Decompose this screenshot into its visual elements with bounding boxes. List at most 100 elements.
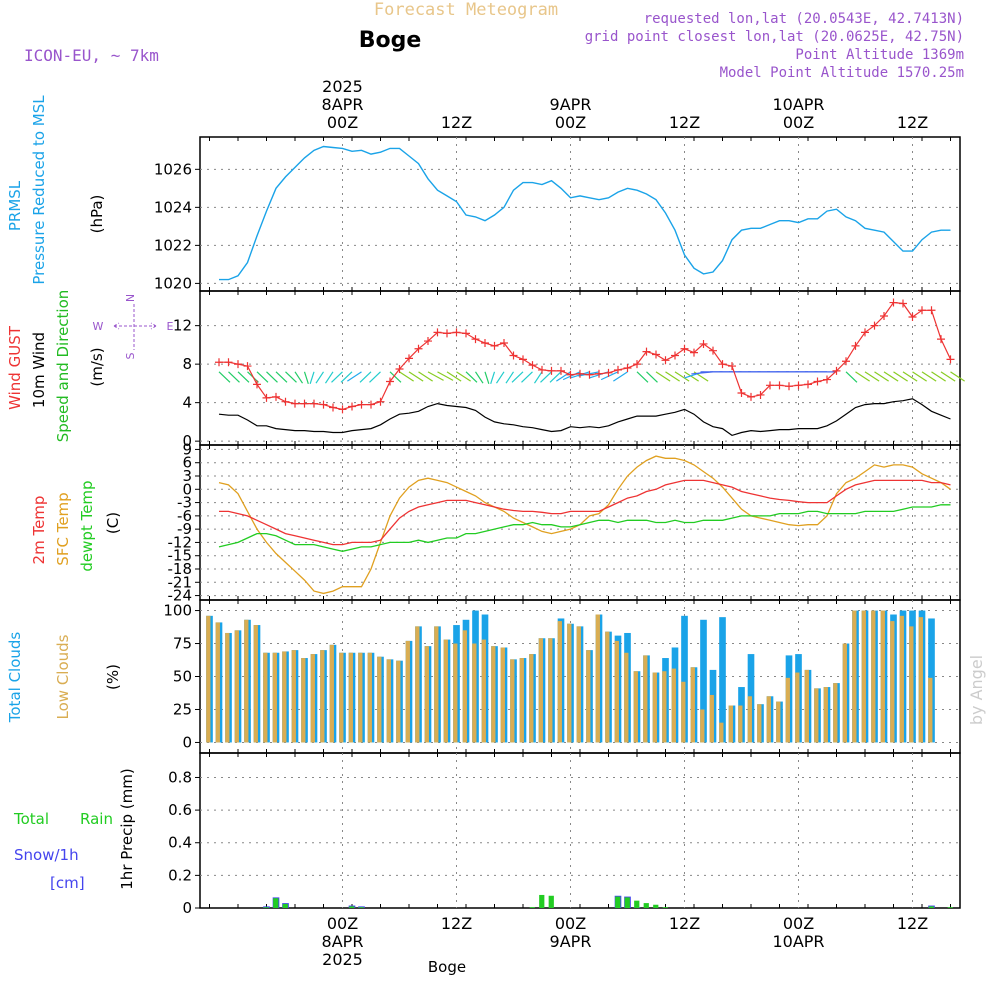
rain-bar bbox=[653, 904, 659, 908]
low-clouds-bar bbox=[519, 658, 524, 743]
low-clouds-bar bbox=[785, 677, 790, 743]
gust-line bbox=[219, 301, 952, 411]
low-clouds-bar bbox=[823, 687, 828, 743]
low-clouds-bar bbox=[548, 638, 553, 743]
panel-clouds: 0 25 50 75 100 bbox=[163, 599, 961, 754]
bottom-time-label: 8APR bbox=[322, 932, 364, 951]
temp-unit: (C) bbox=[104, 512, 122, 534]
header: Forecast Meteogram Boge ICON-EU, ~ 7km r… bbox=[24, 0, 964, 81]
low-clouds-bar bbox=[386, 659, 391, 743]
wind-ytick-label: 12 bbox=[173, 317, 192, 335]
gust-marker bbox=[804, 380, 812, 389]
direction-label: Speed and Direction bbox=[54, 290, 72, 443]
low-clouds-bar bbox=[842, 643, 847, 743]
low-clouds-bar bbox=[263, 652, 268, 743]
low-clouds-bar bbox=[538, 638, 543, 743]
wind-direction-arrow bbox=[275, 371, 288, 383]
precip-ytick-label: 0.2 bbox=[168, 866, 192, 884]
low-clouds-bar bbox=[614, 640, 619, 743]
low-clouds-bar bbox=[320, 650, 325, 743]
gust-marker bbox=[832, 366, 841, 375]
low-clouds-bar bbox=[367, 652, 372, 743]
precip-frame bbox=[199, 752, 961, 909]
gust-marker bbox=[718, 360, 727, 369]
clouds-ytick-label: 0 bbox=[182, 733, 192, 751]
wind-speed-line bbox=[218, 398, 951, 437]
low-clouds-bar bbox=[491, 646, 496, 743]
wind-direction-arrow bbox=[931, 371, 946, 382]
gust-marker bbox=[471, 335, 480, 344]
gust-marker bbox=[348, 402, 356, 411]
model-name: ICON-EU, ~ 7km bbox=[24, 46, 159, 65]
wind-direction-arrow bbox=[562, 371, 581, 381]
gust-marker bbox=[576, 369, 584, 378]
gust-marker bbox=[927, 306, 936, 315]
low-clouds-bar bbox=[576, 626, 581, 743]
clouds-ytick-label: 50 bbox=[173, 668, 192, 686]
dewpt-temp-line bbox=[218, 504, 951, 552]
precip-ytick-label: 0.8 bbox=[168, 768, 192, 786]
wind-direction-arrow bbox=[578, 371, 600, 377]
wind-direction-arrow bbox=[237, 371, 250, 383]
wind-direction-arrow bbox=[324, 371, 334, 384]
wind-direction-arrow bbox=[505, 371, 515, 384]
gust-marker bbox=[699, 339, 708, 348]
gust-marker bbox=[880, 312, 888, 321]
requested-coords: requested lon,lat (20.0543E, 42.7413N) bbox=[644, 11, 964, 27]
bottom-time-label: 10APR bbox=[772, 932, 824, 951]
gust-marker bbox=[462, 329, 470, 338]
low-clouds-bar bbox=[890, 621, 895, 743]
wind-direction-arrow bbox=[940, 371, 956, 382]
bottom-time-label: 12Z bbox=[441, 914, 472, 933]
precip-rain-label: Rain bbox=[80, 810, 113, 828]
gust-marker bbox=[851, 341, 860, 350]
low-clouds-bar bbox=[206, 615, 211, 743]
gust-marker bbox=[224, 358, 233, 367]
low-clouds-bar bbox=[358, 652, 363, 743]
pressure-unit: (hPa) bbox=[88, 195, 106, 234]
rain-bar bbox=[662, 907, 668, 908]
gust-marker bbox=[452, 328, 461, 337]
clouds-ytick-label: 100 bbox=[163, 602, 192, 620]
gust-marker bbox=[861, 328, 869, 337]
wind-direction-arrow bbox=[540, 371, 552, 383]
gust-marker bbox=[813, 377, 822, 386]
low-clouds-bar bbox=[462, 630, 467, 743]
gust-marker bbox=[918, 306, 926, 315]
low-clouds-bar bbox=[690, 667, 695, 743]
gust-marker bbox=[262, 393, 271, 402]
gust-marker bbox=[585, 370, 594, 379]
wind-direction-arrow bbox=[495, 371, 505, 384]
gust-marker bbox=[566, 370, 575, 379]
gust-marker bbox=[823, 375, 831, 384]
sfc-temp-line bbox=[218, 455, 951, 595]
wind-direction-arrow bbox=[646, 371, 658, 383]
low-clouds-bar bbox=[766, 696, 771, 743]
low-clouds-bar bbox=[747, 696, 752, 743]
temperature-ytick-label: -3 bbox=[177, 494, 192, 512]
low-clouds-bar bbox=[443, 639, 448, 743]
gust-marker bbox=[937, 335, 945, 344]
gust-marker bbox=[661, 356, 670, 365]
wind-direction-arrow bbox=[613, 371, 628, 382]
pressure-label-long: Pressure Reduced to MSL bbox=[30, 95, 48, 285]
wind-direction-arrow bbox=[437, 371, 454, 381]
gust-marker bbox=[329, 403, 337, 412]
gust-marker bbox=[405, 354, 413, 363]
wind-ytick-label: 0 bbox=[182, 432, 192, 450]
gust-marker bbox=[794, 381, 803, 390]
wind-direction-arrow bbox=[389, 371, 402, 383]
sfc-temp-label: SFC Temp bbox=[54, 492, 72, 565]
low-clouds-bar bbox=[272, 652, 277, 743]
wind-direction-arrow bbox=[893, 371, 908, 382]
low-clouds-bar bbox=[861, 610, 866, 743]
gust-marker bbox=[319, 400, 328, 409]
gust-marker bbox=[709, 346, 717, 355]
gust-marker bbox=[614, 365, 622, 374]
gust-marker bbox=[652, 350, 660, 359]
gust-marker bbox=[490, 341, 499, 350]
top-time-label: 12Z bbox=[897, 113, 928, 132]
rain-bar bbox=[263, 907, 269, 908]
compass-north: N bbox=[124, 294, 137, 302]
wind-direction-arrow bbox=[369, 371, 381, 383]
